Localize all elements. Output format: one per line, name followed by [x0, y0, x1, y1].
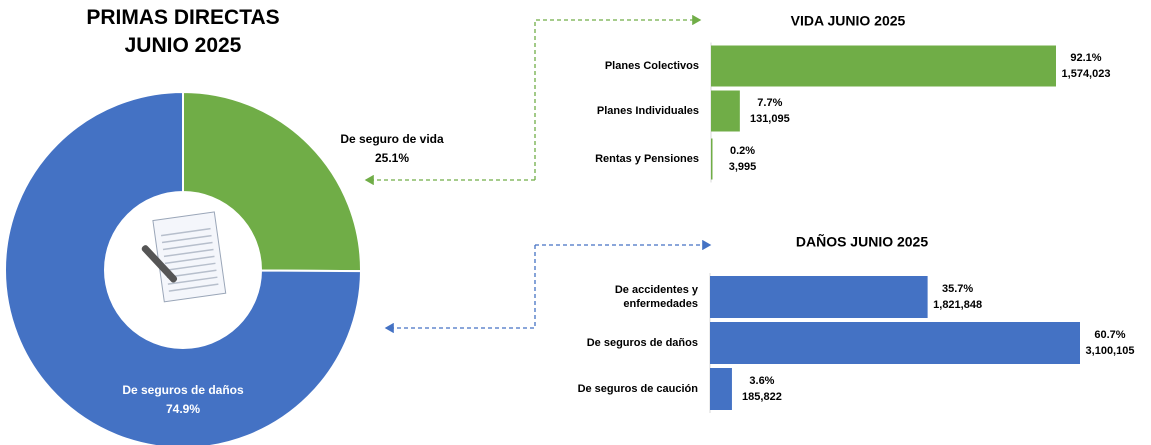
category-label-box: Rentas y Pensiones — [561, 139, 699, 180]
amount-label: 131,095 — [750, 113, 790, 125]
category-label: Planes Colectivos — [561, 46, 699, 87]
value-label: 7.7% — [757, 97, 782, 109]
amount-label: 3,995 — [729, 161, 757, 173]
category-label: Planes Individuales — [561, 91, 699, 132]
category-label: De seguros de daños — [560, 322, 698, 364]
page: PRIMAS DIRECTAS JUNIO 2025 De seguro de … — [0, 0, 1151, 445]
amount-label: 1,574,023 — [1062, 68, 1111, 80]
contract-icon — [137, 212, 226, 304]
value-label: 0.2% — [730, 145, 755, 157]
bar-chart-title: DAÑOS JUNIO 2025 — [796, 233, 928, 250]
amount-label: 1,821,848 — [933, 299, 982, 311]
bar — [710, 368, 732, 410]
category-label: De accidentes y enfermedades — [560, 276, 698, 318]
value-label: 60.7% — [1094, 329, 1125, 341]
bar — [711, 139, 713, 180]
amount-label: 3,100,105 — [1086, 345, 1135, 357]
chart: PRIMAS DIRECTAS JUNIO 2025 De seguro de … — [0, 0, 1151, 445]
bar — [710, 276, 928, 318]
category-label-box: De accidentes y enfermedades — [560, 276, 698, 318]
category-label-box: De seguros de caución — [560, 368, 698, 410]
slice-label: De seguro de vida — [340, 132, 444, 146]
category-label: Rentas y Pensiones — [561, 139, 699, 180]
value-label: 3.6% — [749, 375, 774, 387]
bar — [711, 91, 740, 132]
bar-chart-title: VIDA JUNIO 2025 — [791, 13, 906, 29]
category-label-box: Planes Colectivos — [561, 46, 699, 87]
value-label: 35.7% — [942, 283, 973, 295]
amount-label: 185,822 — [742, 391, 782, 403]
category-label: De seguros de caución — [560, 368, 698, 410]
category-label-box: Planes Individuales — [561, 91, 699, 132]
bar — [711, 46, 1056, 87]
bar — [710, 322, 1080, 364]
title-box: PRIMAS DIRECTAS JUNIO 2025 — [68, 4, 298, 68]
value-label: 92.1% — [1070, 52, 1101, 64]
category-label-box: De seguros de daños — [560, 322, 698, 364]
slice-label: De seguros de daños — [122, 383, 244, 397]
slice-value-label: 74.9% — [166, 402, 200, 416]
slice-value-label: 25.1% — [375, 151, 409, 165]
chart-title: PRIMAS DIRECTAS JUNIO 2025 — [83, 4, 283, 60]
